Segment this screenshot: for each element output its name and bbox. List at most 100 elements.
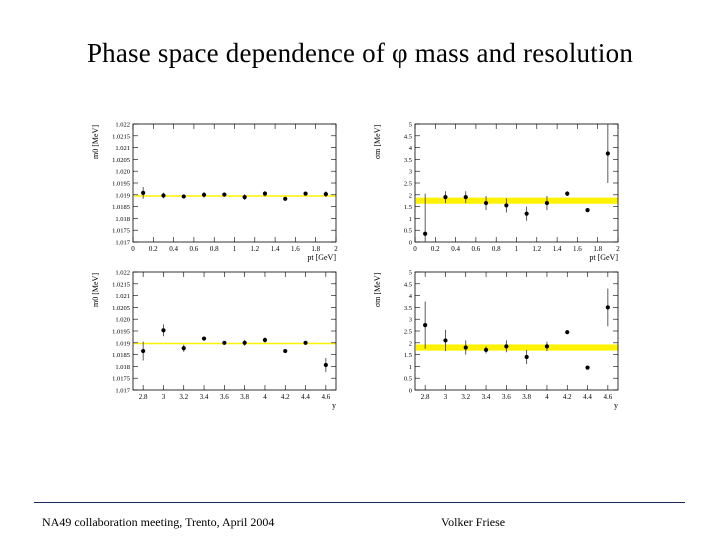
chart-3-x-tick-label: 3.4 [200,393,209,401]
chart-2-data-point [483,200,489,206]
chart-4-data-point [565,330,570,335]
chart-3-x-tick-label: 4.6 [321,393,330,401]
chart-1-data-point [262,191,268,196]
chart-3-y-tick-label: 1.021 [115,293,130,300]
chart-2-data-point [544,200,550,206]
chart-3-x-tick-label: 2.8 [139,393,148,401]
slide-title: Phase space dependence of φ mass and res… [86,38,634,68]
chart-1-x-tick-label: 0.6 [190,245,199,253]
chart-3-data-point [161,328,166,333]
chart-1-y-tick-label: 1.0205 [112,157,130,164]
chart-2-x-tick-label: 1.4 [553,245,562,253]
chart-4-x-tick-label: 4 [545,393,549,401]
chart-4-x-tick-label: 3.8 [522,393,531,401]
chart-1-y-tick-label: 1.019 [115,192,130,199]
chart-1-y-tick-label: 1.0215 [112,133,130,140]
chart-3-x-tick-label: 4 [263,393,267,401]
chart-1-plot-frame [132,123,337,243]
chart-2-data-point [565,191,570,196]
chart-2-x-tick-label: 0.8 [492,245,501,253]
chart-2-y-tick-label: 1 [409,216,412,223]
chart-2-x-axis-title: pt [GeV] [589,253,618,262]
chart-4-data-point [605,305,610,310]
chart-3-data-point [181,346,186,351]
chart-2-y-tick-label: 0 [409,240,412,247]
chart-2-plot-frame [414,123,619,243]
chart-1-x-axis-title: pt [GeV] [307,253,336,262]
chart-3-data-point [222,340,227,345]
chart-1-y-tick-label: 1.020 [115,169,130,176]
chart-3-data-point [201,336,207,341]
chart-2-x-tick-label: 1.6 [573,245,582,253]
chart-3-y-tick-label: 1.0185 [112,352,130,359]
chart-2-y-tick-label: 1.5 [404,204,412,211]
chart-2-data-point [463,195,468,200]
chart-4-y-tick-label: 0 [409,388,412,395]
chart-4-data-point [585,365,590,370]
chart-4-y-tick-label: 0.5 [404,376,412,383]
chart-3-y-tick-label: 1.0175 [112,376,130,383]
chart-2-y-tick-label: 4 [409,145,413,152]
chart-4-y-axis-title: σm [MeV] [373,273,382,308]
footer-event: NA49 collaboration meeting, Trento, Apri… [42,515,275,529]
chart-1-y-axis-title: m0 [MeV] [91,125,100,159]
chart-3-x-tick-label: 3.8 [240,393,249,401]
chart-2-y-axis-title: σm [MeV] [373,125,382,160]
chart-3-data-point [141,348,146,354]
chart-2-y-tick-label: 2 [409,192,412,199]
chart-3-y-tick-label: 1.017 [115,388,130,395]
chart-3-data-point [242,340,247,345]
chart-2-mean-band [416,197,618,204]
chart-4-y-tick-label: 3 [409,317,412,324]
chart-4-y-tick-label: 1 [409,364,412,371]
chart-3-x-tick-label: 4.4 [301,393,310,401]
chart-3-y-tick-label: 1.020 [115,317,130,324]
chart-3-y-tick-label: 1.0215 [112,281,130,288]
chart-4-data-point [463,345,468,350]
chart-4-data-point [504,344,509,349]
chart-1-x-tick-label: 2 [334,245,338,253]
chart-2-y-tick-label: 2.5 [404,181,412,188]
chart-2-x-tick-label: 1.8 [593,245,602,253]
footer-author: Volker Friese [441,515,506,529]
chart-4-x-axis-title: y [614,401,618,410]
chart-1-y-tick-label: 1.0175 [112,228,130,235]
chart-1-data-point [161,193,166,198]
chart-2-y-tick-label: 5 [409,122,412,129]
chart-1-x-tick-label: 0.8 [210,245,219,253]
chart-4-x-tick-label: 3.4 [482,393,491,401]
chart-4-y-tick-label: 1.5 [404,352,412,359]
chart-3-x-tick-label: 3 [162,393,166,401]
chart-3-y-tick-label: 1.018 [115,364,130,371]
chart-3-data-point [303,340,308,345]
chart-3-data-point [262,337,268,343]
chart-4-mean-band [416,344,618,351]
chart-4-data-point [524,354,529,360]
chart-1-y-tick-label: 1.0195 [112,181,130,188]
chart-1-data-point [181,194,186,199]
chart-1-x-tick-label: 1.2 [250,245,259,253]
chart-1-data-point [303,191,308,196]
chart-4-y-tick-label: 3.5 [404,305,412,312]
chart-2-x-tick-label: 2 [616,245,620,253]
chart-3-y-tick-label: 1.0195 [112,329,130,336]
chart-3-y-tick-label: 1.019 [115,340,130,347]
chart-2-data-point [524,211,529,216]
chart-2-data-point [605,151,610,156]
chart-1-y-tick-label: 1.021 [115,145,130,152]
chart-1-x-tick-label: 1.6 [291,245,300,253]
chart-3-x-tick-label: 3.2 [179,393,188,401]
chart-2-data-point [504,203,509,208]
chart-4-x-tick-label: 4.4 [583,393,592,401]
chart-3-data-point [283,348,288,354]
chart-2-y-tick-label: 4.5 [404,133,412,140]
chart-1-y-tick-label: 1.018 [115,216,130,223]
chart-2-x-tick-label: 0.4 [451,245,460,253]
chart-1-x-tick-label: 0.4 [169,245,178,253]
chart-2-x-tick-label: 1 [515,245,519,253]
chart-4-y-tick-label: 2 [409,340,412,347]
chart-1-data-point [201,192,207,197]
chart-1-x-tick-label: 1.4 [271,245,280,253]
chart-1-y-tick-label: 1.0185 [112,204,130,211]
chart-4-x-tick-label: 2.8 [421,393,430,401]
